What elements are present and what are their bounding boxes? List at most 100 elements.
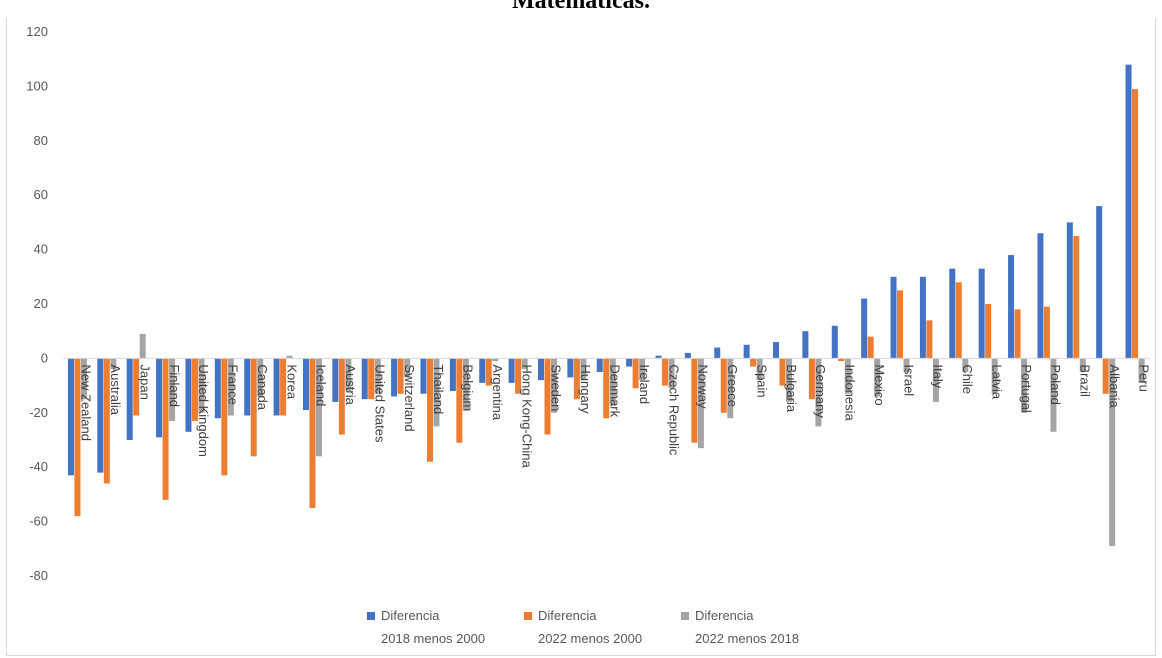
bar	[949, 268, 956, 359]
legend-label: Diferencia	[538, 608, 597, 623]
category-label: Mexico	[872, 364, 887, 405]
bar	[786, 358, 793, 402]
bar	[985, 304, 992, 359]
bar	[391, 358, 398, 397]
bar	[74, 358, 81, 517]
bar	[756, 358, 763, 381]
category-label: Austria	[343, 364, 358, 405]
y-tick-label: 120	[26, 24, 48, 39]
bar	[573, 358, 580, 400]
legend-swatch	[524, 612, 532, 620]
category-label: Chile	[960, 364, 975, 394]
bar	[727, 358, 734, 419]
legend-swatch	[367, 612, 375, 620]
bar	[932, 358, 939, 402]
bar	[537, 358, 544, 381]
bar	[955, 282, 962, 359]
bar	[1073, 236, 1080, 359]
bar	[521, 358, 528, 370]
bar	[67, 358, 74, 476]
bar	[714, 347, 721, 359]
category-labels: New Zealand Australia Japan Finland United K…	[79, 364, 1152, 468]
bar	[133, 358, 140, 416]
bar	[139, 333, 146, 359]
y-tick-label: 0	[41, 350, 48, 365]
category-label: Thailand	[431, 364, 446, 414]
category-label: France	[226, 364, 241, 404]
bar	[227, 358, 234, 416]
legend-swatch	[681, 612, 689, 620]
category-label: Hungary	[578, 364, 593, 414]
bar	[815, 358, 822, 427]
category-label: Portugal	[1019, 364, 1034, 413]
bar	[280, 358, 287, 416]
bar	[345, 358, 352, 392]
bar	[97, 358, 104, 473]
category-label: Belgium	[461, 364, 476, 411]
y-tick-label: 60	[34, 187, 48, 202]
bar	[596, 358, 603, 372]
bar	[286, 355, 293, 359]
bar	[250, 358, 257, 457]
bar	[773, 342, 780, 359]
bar	[544, 358, 551, 435]
category-label: Ireland	[637, 364, 652, 404]
bar	[978, 268, 985, 359]
bar	[302, 358, 309, 411]
bar	[191, 358, 198, 421]
bar	[374, 358, 381, 394]
bar	[338, 358, 345, 435]
bar	[897, 290, 904, 359]
bar	[684, 352, 691, 359]
bar	[110, 358, 117, 370]
bar	[103, 358, 110, 484]
y-tick-label: 100	[26, 78, 48, 93]
bar	[1008, 255, 1015, 359]
bar	[750, 358, 757, 367]
bar	[169, 358, 176, 421]
bar	[697, 358, 704, 449]
bar	[126, 358, 133, 440]
category-label: Denmark	[608, 364, 623, 417]
bar	[1021, 358, 1028, 413]
bar	[655, 355, 662, 359]
bar	[332, 358, 339, 402]
bar	[257, 358, 264, 397]
bar	[867, 336, 874, 359]
category-label: Germany	[813, 364, 828, 418]
bar	[890, 276, 897, 359]
category-label: Iceland	[314, 364, 329, 406]
y-tick-label: -80	[29, 568, 48, 583]
bar	[632, 358, 639, 389]
bar	[743, 344, 750, 359]
bar	[1109, 358, 1116, 547]
category-label: Spain	[754, 364, 769, 397]
category-label: Hong Kong-China	[519, 364, 534, 468]
bar	[919, 276, 926, 359]
bar	[426, 358, 433, 462]
bar	[802, 331, 809, 359]
bar	[198, 358, 205, 413]
bar	[1079, 358, 1086, 372]
chart-frame	[6, 18, 1156, 656]
legend: Diferencia 2018 menos 2000 Diferencia 2022 …	[367, 608, 799, 646]
bar	[479, 358, 486, 383]
category-label: Czech Republic	[666, 364, 681, 456]
bar	[567, 358, 574, 378]
bar	[609, 358, 616, 405]
bar	[456, 358, 463, 443]
category-label: New Zealand	[79, 364, 94, 441]
bar	[1037, 233, 1044, 359]
bar	[162, 358, 169, 500]
bar	[550, 358, 557, 413]
bar	[244, 358, 251, 416]
bar	[1043, 306, 1050, 359]
y-tick-label: -40	[29, 459, 48, 474]
bar	[962, 358, 969, 372]
bar	[397, 358, 404, 394]
category-label: Canada	[255, 364, 270, 410]
bar	[668, 358, 675, 389]
bar	[273, 358, 280, 416]
y-axis: 120 100 80 60 40 20 0 -20 -40 -60 -80	[26, 24, 48, 583]
bar	[1050, 358, 1057, 432]
